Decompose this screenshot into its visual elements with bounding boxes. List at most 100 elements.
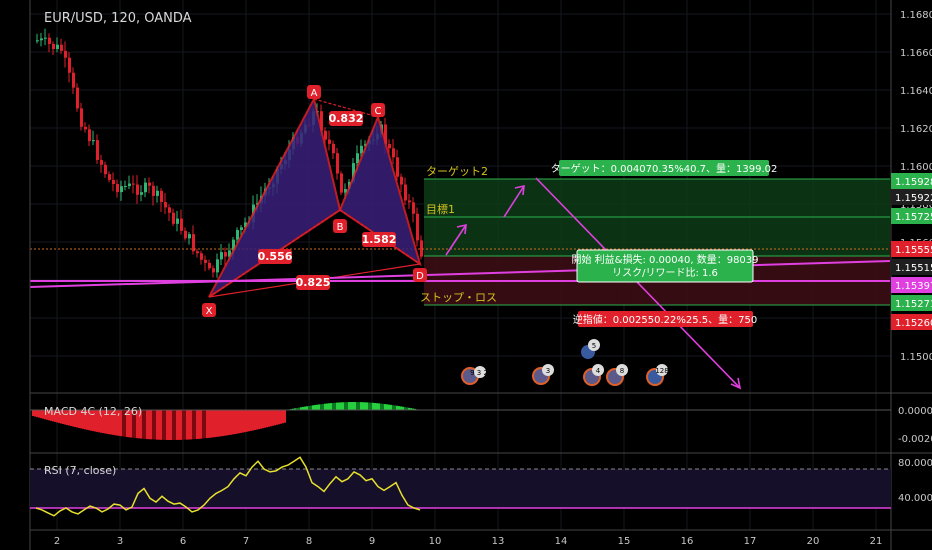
candle-body-94 [412, 202, 415, 214]
macd-bar-2 [36, 410, 38, 418]
macd-bar-156 [344, 402, 346, 410]
price-badge-bg-6 [891, 295, 932, 311]
event-marker-6[interactable]: 128 [646, 364, 669, 386]
candle-body-95 [416, 213, 419, 241]
macd-bar-58 [148, 410, 150, 440]
macd-bar-71 [174, 410, 176, 440]
rsi-tick-0: 80.0000 [898, 458, 932, 469]
arrow-up-2-head [514, 184, 525, 196]
macd-bar-161 [354, 402, 356, 410]
macd-bar-39 [110, 410, 112, 435]
macd-bar-67 [166, 410, 168, 440]
target1-label: 目標1 [426, 202, 455, 216]
macd-bar-30 [92, 410, 94, 432]
macd-bar-125 [282, 410, 284, 424]
macd-bar-154 [340, 402, 342, 410]
macd-axis: 0.0000 -0.0020 [898, 406, 932, 445]
event-marker-2[interactable]: 3 [532, 364, 554, 385]
candle-body-33 [168, 207, 171, 213]
candle-body-6 [60, 44, 63, 51]
time-tick-5: 9 [369, 536, 375, 547]
candle-body-7 [64, 50, 67, 58]
candle-body-36 [180, 218, 183, 231]
macd-bar-63 [158, 410, 160, 440]
price-badge-5: 1.15397 [895, 281, 932, 292]
macd-bar-44 [120, 410, 122, 437]
macd-bar-124 [280, 410, 282, 424]
macd-bar-48 [128, 410, 130, 438]
price-badge-bg-5 [891, 277, 932, 293]
macd-bar-3 [38, 410, 40, 418]
event-marker-3[interactable]: 5 [581, 339, 600, 359]
svg-text:3: 3 [546, 367, 550, 375]
macd-bar-46 [124, 410, 126, 437]
svg-text:4: 4 [596, 367, 601, 375]
macd-bar-31 [94, 410, 96, 432]
candle-body-21 [120, 186, 123, 193]
macd-bar-20 [72, 410, 74, 427]
macd-bar-123 [278, 410, 280, 425]
macd-bar-152 [336, 402, 338, 410]
macd-bar-45 [122, 410, 124, 437]
ratio-xb-badge: 0.556 [258, 249, 293, 264]
macd-bar-72 [176, 410, 178, 440]
svg-text:1.582: 1.582 [362, 233, 397, 246]
svg-text:128: 128 [655, 367, 668, 375]
macd-bar-1 [34, 410, 36, 417]
candle-body-28 [148, 182, 151, 186]
macd-bar-19 [70, 410, 72, 427]
macd-bar-180 [392, 405, 394, 410]
macd-bar-53 [138, 410, 140, 439]
ratio-bd-badge: 1.582 [362, 232, 397, 247]
price-badge-3: 1.15555 [895, 245, 932, 256]
macd-bar-10 [52, 410, 54, 422]
candle-body-29 [152, 185, 155, 196]
macd-bar-52 [136, 410, 138, 439]
macd-bar-14 [60, 410, 62, 424]
macd-bar-35 [102, 410, 104, 434]
macd-bar-28 [88, 410, 90, 431]
candle-body-11 [80, 108, 83, 127]
candle-body-88 [388, 144, 391, 149]
macd-bar-21 [74, 410, 76, 427]
time-axis[interactable]: 2 3 6 7 8 9 10 13 14 15 16 17 20 21 [54, 536, 883, 547]
macd-bar-182 [396, 405, 398, 410]
rsi-band [30, 469, 891, 508]
candle-body-35 [176, 218, 179, 224]
macd-bar-37 [106, 410, 108, 434]
macd-bar-34 [100, 410, 102, 433]
candle-body-34 [172, 212, 175, 224]
macd-bar-162 [356, 402, 358, 410]
candle-body-81 [360, 145, 363, 154]
price-badge-bg-4 [891, 259, 932, 275]
candle-body-41 [200, 253, 203, 260]
candle-body-23 [128, 183, 131, 187]
macd-bar-110 [252, 410, 254, 431]
candle-body-52 [244, 222, 247, 228]
macd-bar-60 [152, 410, 154, 440]
candle-body-8 [68, 57, 71, 73]
candle-body-79 [352, 163, 355, 182]
event-marker-4[interactable]: 4 [583, 364, 604, 386]
macd-bar-9 [50, 410, 52, 421]
macd-bar-187 [406, 407, 408, 410]
macd-bar-12 [56, 410, 58, 423]
macd-bar-150 [332, 402, 334, 410]
macd-bar-13 [58, 410, 60, 423]
macd-bar-22 [76, 410, 78, 428]
price-badge-0: 1.15928 [895, 177, 932, 188]
macd-bar-130 [292, 408, 294, 410]
svg-text:D: D [416, 271, 424, 282]
price-tick-1: 1.16600 [900, 48, 932, 59]
event-marker-1[interactable]: 9 3 2 [461, 366, 488, 385]
macd-bar-86 [204, 410, 206, 439]
macd-bar-146 [324, 403, 326, 410]
candle-body-96 [420, 240, 423, 257]
arrow-up-1 [445, 224, 467, 256]
macd-bar-122 [276, 410, 278, 425]
macd-tick-1: -0.0020 [898, 434, 932, 445]
event-marker-5[interactable]: 8 [606, 364, 628, 386]
macd-bar-135 [302, 406, 304, 410]
macd-bar-55 [142, 410, 144, 439]
